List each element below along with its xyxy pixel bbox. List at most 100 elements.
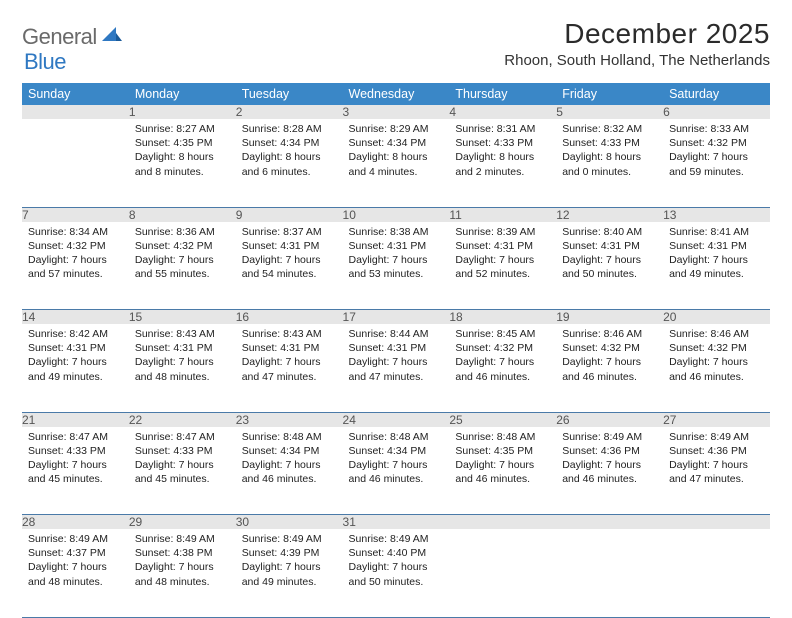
day-cell: Sunrise: 8:47 AMSunset: 4:33 PMDaylight:… [129,427,236,515]
day-number: 9 [236,207,343,222]
day-number: 27 [663,412,770,427]
day-cell: Sunrise: 8:42 AMSunset: 4:31 PMDaylight:… [22,324,129,412]
day-content: Sunrise: 8:48 AMSunset: 4:34 PMDaylight:… [343,427,450,493]
day-content: Sunrise: 8:34 AMSunset: 4:32 PMDaylight:… [22,222,129,288]
day-cell: Sunrise: 8:48 AMSunset: 4:34 PMDaylight:… [343,427,450,515]
calendar-daynum-row: 78910111213 [22,207,770,222]
weekday-header: Wednesday [343,83,450,105]
calendar-content-row: Sunrise: 8:49 AMSunset: 4:37 PMDaylight:… [22,529,770,617]
day-cell: Sunrise: 8:34 AMSunset: 4:32 PMDaylight:… [22,222,129,310]
day-number: 3 [343,105,450,119]
day-cell: Sunrise: 8:49 AMSunset: 4:40 PMDaylight:… [343,529,450,617]
day-content: Sunrise: 8:39 AMSunset: 4:31 PMDaylight:… [449,222,556,288]
empty-day-number [556,515,663,530]
empty-day-number [22,105,129,119]
day-number: 7 [22,207,129,222]
day-cell: Sunrise: 8:27 AMSunset: 4:35 PMDaylight:… [129,119,236,207]
weekday-header: Monday [129,83,236,105]
day-content: Sunrise: 8:28 AMSunset: 4:34 PMDaylight:… [236,119,343,185]
day-content: Sunrise: 8:37 AMSunset: 4:31 PMDaylight:… [236,222,343,288]
day-content: Sunrise: 8:48 AMSunset: 4:35 PMDaylight:… [449,427,556,493]
day-content: Sunrise: 8:29 AMSunset: 4:34 PMDaylight:… [343,119,450,185]
day-number: 31 [343,515,450,530]
day-cell: Sunrise: 8:44 AMSunset: 4:31 PMDaylight:… [343,324,450,412]
day-number: 26 [556,412,663,427]
day-number: 5 [556,105,663,119]
day-number: 1 [129,105,236,119]
day-number: 28 [22,515,129,530]
day-content: Sunrise: 8:42 AMSunset: 4:31 PMDaylight:… [22,324,129,390]
logo: General [22,18,124,50]
weekday-header: Friday [556,83,663,105]
day-cell: Sunrise: 8:46 AMSunset: 4:32 PMDaylight:… [663,324,770,412]
day-content: Sunrise: 8:47 AMSunset: 4:33 PMDaylight:… [129,427,236,493]
day-number: 30 [236,515,343,530]
logo-triangle-icon [102,25,122,46]
day-cell: Sunrise: 8:31 AMSunset: 4:33 PMDaylight:… [449,119,556,207]
day-cell: Sunrise: 8:33 AMSunset: 4:32 PMDaylight:… [663,119,770,207]
day-number: 10 [343,207,450,222]
day-content: Sunrise: 8:32 AMSunset: 4:33 PMDaylight:… [556,119,663,185]
weekday-header: Saturday [663,83,770,105]
day-content: Sunrise: 8:27 AMSunset: 4:35 PMDaylight:… [129,119,236,185]
calendar-daynum-row: 21222324252627 [22,412,770,427]
empty-day-cell [556,529,663,617]
day-cell: Sunrise: 8:49 AMSunset: 4:36 PMDaylight:… [663,427,770,515]
day-content: Sunrise: 8:36 AMSunset: 4:32 PMDaylight:… [129,222,236,288]
day-cell: Sunrise: 8:28 AMSunset: 4:34 PMDaylight:… [236,119,343,207]
day-content: Sunrise: 8:49 AMSunset: 4:37 PMDaylight:… [22,529,129,595]
day-cell: Sunrise: 8:46 AMSunset: 4:32 PMDaylight:… [556,324,663,412]
calendar-content-row: Sunrise: 8:47 AMSunset: 4:33 PMDaylight:… [22,427,770,515]
day-content: Sunrise: 8:31 AMSunset: 4:33 PMDaylight:… [449,119,556,185]
day-content: Sunrise: 8:49 AMSunset: 4:40 PMDaylight:… [343,529,450,595]
day-cell: Sunrise: 8:48 AMSunset: 4:35 PMDaylight:… [449,427,556,515]
day-number: 25 [449,412,556,427]
logo-word1: General [22,24,97,50]
location: Rhoon, South Holland, The Netherlands [504,52,770,69]
month-title: December 2025 [504,18,770,50]
calendar-daynum-row: 123456 [22,105,770,119]
day-content: Sunrise: 8:46 AMSunset: 4:32 PMDaylight:… [663,324,770,390]
day-number: 19 [556,310,663,325]
calendar-daynum-row: 14151617181920 [22,310,770,325]
day-cell: Sunrise: 8:43 AMSunset: 4:31 PMDaylight:… [236,324,343,412]
day-content: Sunrise: 8:41 AMSunset: 4:31 PMDaylight:… [663,222,770,288]
empty-day-cell [663,529,770,617]
day-cell: Sunrise: 8:49 AMSunset: 4:36 PMDaylight:… [556,427,663,515]
day-number: 6 [663,105,770,119]
day-content: Sunrise: 8:49 AMSunset: 4:38 PMDaylight:… [129,529,236,595]
day-content: Sunrise: 8:45 AMSunset: 4:32 PMDaylight:… [449,324,556,390]
day-cell: Sunrise: 8:45 AMSunset: 4:32 PMDaylight:… [449,324,556,412]
day-content: Sunrise: 8:44 AMSunset: 4:31 PMDaylight:… [343,324,450,390]
day-cell: Sunrise: 8:32 AMSunset: 4:33 PMDaylight:… [556,119,663,207]
day-number: 17 [343,310,450,325]
calendar-table: SundayMondayTuesdayWednesdayThursdayFrid… [22,83,770,618]
weekday-header: Thursday [449,83,556,105]
day-content: Sunrise: 8:38 AMSunset: 4:31 PMDaylight:… [343,222,450,288]
day-cell: Sunrise: 8:43 AMSunset: 4:31 PMDaylight:… [129,324,236,412]
calendar-content-row: Sunrise: 8:27 AMSunset: 4:35 PMDaylight:… [22,119,770,207]
day-cell: Sunrise: 8:48 AMSunset: 4:34 PMDaylight:… [236,427,343,515]
day-number: 13 [663,207,770,222]
day-content: Sunrise: 8:49 AMSunset: 4:36 PMDaylight:… [556,427,663,493]
day-number: 8 [129,207,236,222]
day-number: 2 [236,105,343,119]
day-cell: Sunrise: 8:36 AMSunset: 4:32 PMDaylight:… [129,222,236,310]
day-content: Sunrise: 8:49 AMSunset: 4:36 PMDaylight:… [663,427,770,493]
day-cell: Sunrise: 8:49 AMSunset: 4:39 PMDaylight:… [236,529,343,617]
empty-day-number [663,515,770,530]
day-content: Sunrise: 8:40 AMSunset: 4:31 PMDaylight:… [556,222,663,288]
day-cell: Sunrise: 8:49 AMSunset: 4:37 PMDaylight:… [22,529,129,617]
day-number: 29 [129,515,236,530]
day-number: 22 [129,412,236,427]
calendar-content-row: Sunrise: 8:42 AMSunset: 4:31 PMDaylight:… [22,324,770,412]
title-block: December 2025 Rhoon, South Holland, The … [504,18,770,69]
day-content: Sunrise: 8:33 AMSunset: 4:32 PMDaylight:… [663,119,770,185]
day-content: Sunrise: 8:46 AMSunset: 4:32 PMDaylight:… [556,324,663,390]
day-number: 16 [236,310,343,325]
weekday-header: Sunday [22,83,129,105]
day-number: 20 [663,310,770,325]
empty-day-cell [449,529,556,617]
day-number: 4 [449,105,556,119]
day-cell: Sunrise: 8:39 AMSunset: 4:31 PMDaylight:… [449,222,556,310]
